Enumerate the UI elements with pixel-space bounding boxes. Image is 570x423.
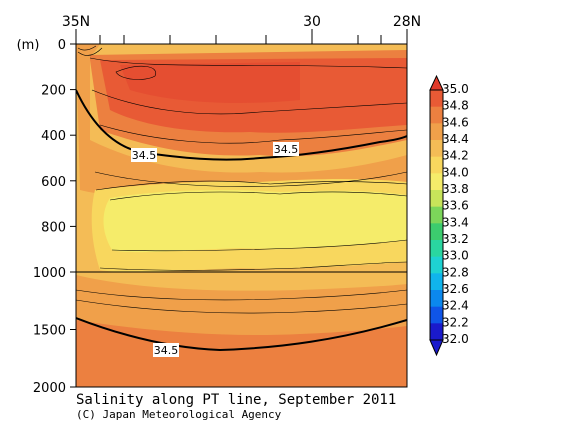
y-tick-label: 200 bbox=[41, 84, 66, 99]
y-tick-label: 1500 bbox=[33, 324, 66, 339]
colorbar-label: 32.8 bbox=[442, 265, 469, 279]
colorbar-swatch bbox=[430, 173, 443, 191]
colorbar-label: 32.2 bbox=[442, 315, 469, 329]
colorbar-swatch bbox=[430, 106, 443, 124]
y-tick-label: 1000 bbox=[33, 266, 66, 281]
x-tick-label: 28N bbox=[393, 14, 421, 30]
colorbar-frame bbox=[429, 89, 444, 341]
y-tick-label: 400 bbox=[41, 129, 66, 144]
colorbar-swatch bbox=[430, 123, 443, 141]
plot-frame bbox=[75, 43, 408, 388]
colorbar-label: 34.2 bbox=[442, 149, 469, 163]
contour-label: 34.5 bbox=[153, 343, 179, 357]
colorbar-label: 33.6 bbox=[442, 199, 469, 213]
colorbar-swatch bbox=[430, 273, 443, 291]
colorbar-swatch bbox=[430, 223, 443, 241]
colorbar-swatch bbox=[430, 156, 443, 174]
contour-label: 34.5 bbox=[273, 142, 299, 156]
x-tick-label: 35N bbox=[62, 14, 90, 30]
salinity-field bbox=[76, 44, 407, 387]
colorbar-swatch bbox=[430, 290, 443, 308]
colorbar-swatch bbox=[430, 240, 443, 258]
colorbar-label: 32.4 bbox=[442, 299, 469, 313]
svg-text:34.5: 34.5 bbox=[154, 344, 179, 357]
colorbar-label: 34.4 bbox=[442, 132, 469, 146]
colorbar-swatch bbox=[430, 90, 443, 108]
colorbar-label: 32.0 bbox=[442, 332, 469, 346]
y-unit-label: (m) bbox=[17, 38, 40, 53]
colorbar-swatch bbox=[430, 323, 443, 341]
colorbar-label: 34.8 bbox=[442, 99, 469, 113]
colorbar-swatch bbox=[430, 190, 443, 208]
svg-text:34.5: 34.5 bbox=[274, 143, 299, 156]
chart-title: Salinity along PT line, September 2011 bbox=[76, 392, 396, 408]
colorbar-label: 33.8 bbox=[442, 182, 469, 196]
y-axis: 0 200 400 600 800 1000 1500 2000 bbox=[33, 38, 76, 396]
colorbar-swatch bbox=[430, 306, 443, 324]
x-tick-labels: 35N 30 28N bbox=[62, 14, 421, 30]
contour-lines bbox=[76, 45, 407, 352]
y-tick-label: 0 bbox=[58, 38, 66, 53]
y-tick-label: 2000 bbox=[33, 381, 66, 396]
colorbar-label: 32.6 bbox=[442, 282, 469, 296]
x-tick-label: 30 bbox=[303, 14, 321, 30]
y-tick-label: 600 bbox=[41, 175, 66, 190]
svg-text:34.5: 34.5 bbox=[132, 149, 157, 162]
contour-labels: 34.5 34.5 34.5 bbox=[131, 142, 299, 357]
colorbar-label: 33.2 bbox=[442, 232, 469, 246]
station-ticks bbox=[75, 29, 408, 44]
colorbar-label: 35.0 bbox=[442, 82, 469, 96]
credit-label: (C) Japan Meteorological Agency bbox=[76, 408, 282, 421]
colorbar-swatch bbox=[430, 140, 443, 158]
colorbar-label: 34.0 bbox=[442, 165, 469, 179]
contour-label: 34.5 bbox=[131, 148, 157, 162]
y-tick-label: 800 bbox=[41, 220, 66, 235]
colorbar-swatch bbox=[430, 206, 443, 224]
colorbar-label: 33.4 bbox=[442, 215, 469, 229]
colorbar-label: 33.0 bbox=[442, 249, 469, 263]
colorbar-swatch bbox=[430, 256, 443, 274]
colorbar-label: 34.6 bbox=[442, 115, 469, 129]
colorbar: 35.0 34.8 34.6 34.4 34.2 34.0 33.8 33.6 33.4 33.2… bbox=[429, 74, 469, 357]
